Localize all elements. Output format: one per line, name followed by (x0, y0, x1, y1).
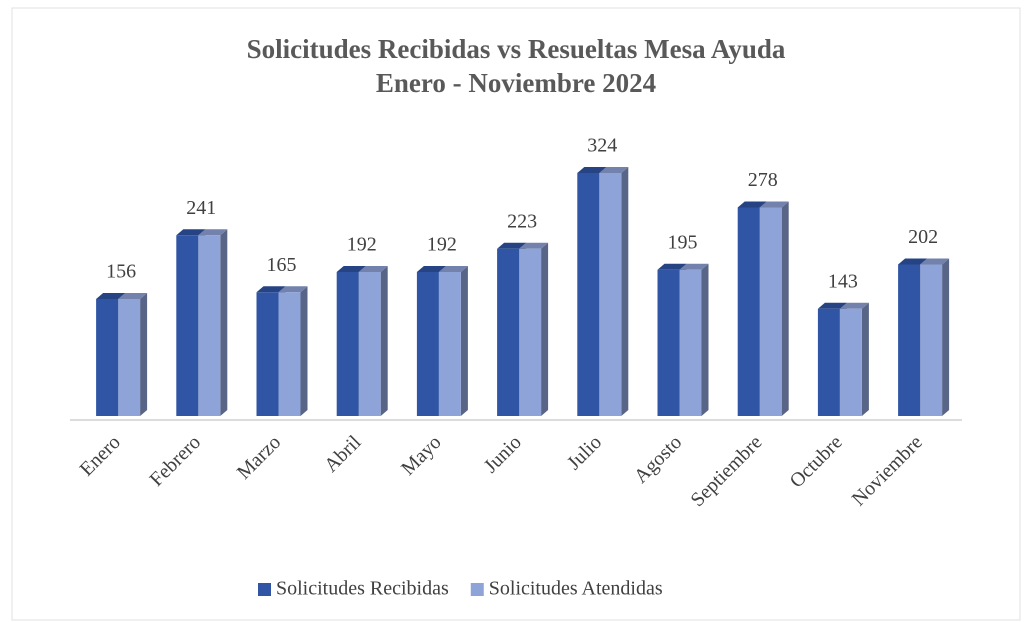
bar-front (657, 269, 680, 416)
bar-front (817, 308, 840, 416)
bar-top (839, 302, 869, 309)
bar-top (176, 229, 206, 236)
bar-side (300, 286, 308, 416)
bar-front (759, 207, 782, 416)
bar-front (737, 207, 760, 416)
chart-subtitle: Enero - Noviembre 2024 (376, 68, 656, 98)
bar-front (898, 264, 921, 416)
bar-top (118, 293, 148, 299)
bar (679, 263, 709, 416)
bar-side (140, 293, 148, 416)
bar (118, 293, 148, 416)
bar-front (118, 299, 141, 416)
data-label: 195 (668, 231, 698, 253)
legend-swatch (470, 583, 484, 596)
bar-front (198, 235, 221, 416)
bar-side (541, 242, 549, 416)
chart-title: Solicitudes Recibidas vs Resueltas Mesa … (247, 34, 786, 64)
bar-front (358, 272, 381, 416)
bar-side (861, 302, 869, 416)
legend-label: Solicitudes Atendidas (489, 578, 663, 600)
data-label: 223 (507, 210, 537, 232)
bar-side (460, 266, 468, 416)
bar-top (898, 258, 928, 265)
bar-top (198, 229, 228, 236)
bar-top (577, 167, 607, 173)
data-label: 278 (748, 169, 778, 191)
bar-top (759, 201, 789, 208)
bar (198, 229, 228, 416)
bar-front (278, 292, 301, 416)
bar-top (358, 266, 388, 272)
bar-front (839, 308, 862, 416)
bar (920, 258, 950, 416)
bar-top (256, 286, 286, 293)
bar-side (380, 266, 388, 416)
bar-top (336, 266, 366, 272)
bar-top (416, 266, 446, 272)
bar-top (438, 266, 468, 272)
legend-swatch (258, 583, 271, 596)
bar-side (220, 229, 228, 416)
bar-front (176, 235, 199, 416)
data-label: 192 (347, 234, 377, 256)
bar-front (256, 292, 279, 416)
bar-top (519, 242, 549, 249)
bar-side (781, 201, 789, 416)
bar-front (416, 272, 439, 416)
data-label: 202 (908, 226, 938, 248)
bar-side (942, 258, 950, 416)
bar-top (817, 302, 847, 309)
bar-front (519, 248, 542, 416)
bar-top (599, 167, 629, 173)
bar (438, 266, 468, 416)
data-label: 324 (587, 135, 617, 157)
bar-top (657, 263, 687, 270)
bar-top (96, 293, 126, 299)
bar-front (497, 248, 520, 416)
data-label: 165 (267, 254, 297, 276)
bar (839, 302, 869, 416)
bar-front (599, 173, 622, 416)
bar (358, 266, 388, 416)
bar (519, 242, 549, 416)
data-label: 156 (106, 261, 136, 283)
data-label: 192 (427, 234, 457, 256)
bar-top (920, 258, 950, 265)
bar-side (621, 167, 629, 416)
bar-top (278, 286, 308, 293)
bar-top (497, 242, 527, 249)
bar (599, 167, 629, 416)
data-label: 143 (828, 270, 858, 292)
bar (759, 201, 789, 416)
data-label: 241 (186, 197, 216, 219)
bar (278, 286, 308, 416)
bar-front (920, 264, 943, 416)
bar-front (336, 272, 359, 416)
bar-top (679, 263, 709, 270)
bar-top (737, 201, 767, 208)
bar-front (96, 299, 119, 416)
bar-front (577, 173, 600, 416)
bar-side (701, 263, 709, 416)
bar-front (438, 272, 461, 416)
bar-front (679, 269, 702, 416)
legend-label: Solicitudes Recibidas (276, 578, 449, 600)
